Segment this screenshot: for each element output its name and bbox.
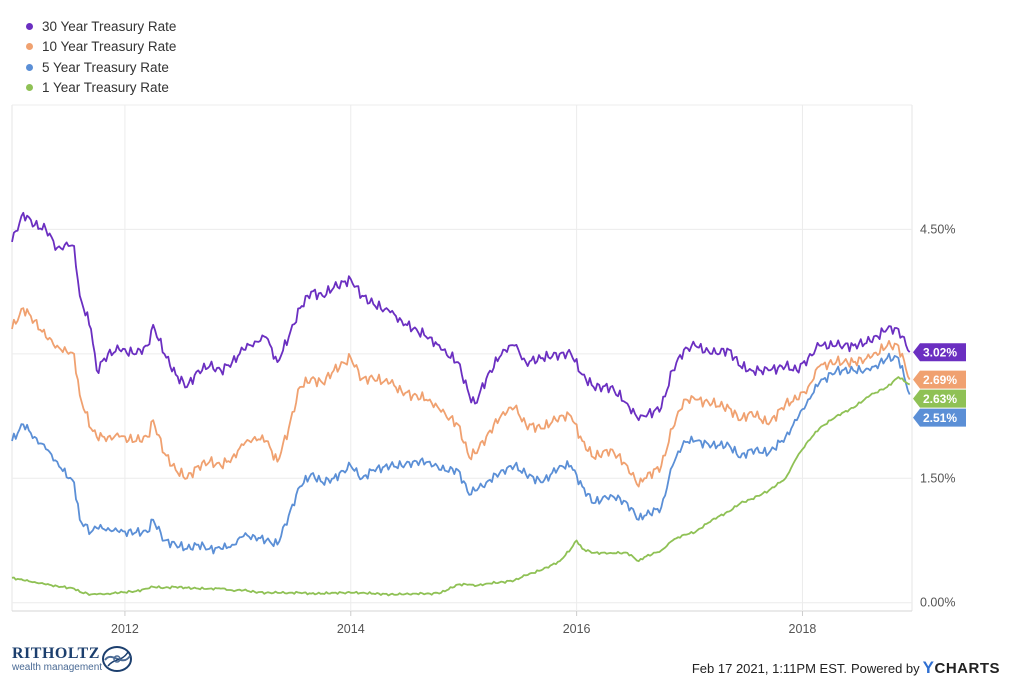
end-value-label: 3.02% <box>923 346 957 360</box>
legend-item[interactable]: 10 Year Treasury Rate <box>26 37 176 58</box>
series-line <box>11 376 911 597</box>
legend-item[interactable]: 30 Year Treasury Rate <box>26 16 176 37</box>
legend-item[interactable]: 5 Year Treasury Rate <box>26 57 176 78</box>
ycharts-logo-text: CHARTS <box>934 660 1000 677</box>
end-value-tag <box>913 408 966 427</box>
legend-item[interactable]: 1 Year Treasury Rate <box>26 78 176 99</box>
legend-label: 1 Year Treasury Rate <box>42 80 169 96</box>
timestamp: Feb 17 2021, 1:11PM EST. <box>691 660 847 676</box>
end-value-tag <box>913 370 966 389</box>
source-footer: Feb 17 2021, 1:11PM EST. Powered by YCHA… <box>692 658 1000 678</box>
end-value-tag <box>913 389 966 408</box>
x-tick-label: 2012 <box>111 622 139 636</box>
legend-label: 10 Year Treasury Rate <box>42 39 177 55</box>
end-value-label: 2.69% <box>923 373 957 387</box>
end-value-label: 2.63% <box>923 392 957 406</box>
ycharts-logo-y: Y <box>922 658 935 677</box>
series-line <box>11 211 911 422</box>
legend-label: 30 Year Treasury Rate <box>42 18 177 34</box>
end-value-label: 2.51% <box>923 411 957 425</box>
globe-icon <box>102 646 133 672</box>
y-tick-label: 1.50% <box>920 471 955 485</box>
end-value-tag <box>913 343 966 362</box>
ycharts-logo[interactable]: YCHARTS <box>923 658 1000 678</box>
powered-by-text: Powered by <box>851 660 920 676</box>
series-line <box>11 307 911 488</box>
x-tick-label: 2018 <box>789 622 817 636</box>
series-line <box>11 352 911 555</box>
legend-dot-icon <box>26 63 33 71</box>
brand-name: RITHOLTZ <box>12 644 100 662</box>
legend: 30 Year Treasury Rate 10 Year Treasury Ra… <box>26 16 176 98</box>
x-tick-label: 2014 <box>337 622 365 636</box>
y-tick-label: 0.00% <box>920 596 955 610</box>
y-tick-label: 4.50% <box>920 222 955 236</box>
x-tick-label: 2016 <box>563 622 591 636</box>
legend-label: 5 Year Treasury Rate <box>42 59 169 75</box>
legend-dot-icon <box>26 84 33 92</box>
brand-logo: RITHOLTZ wealth management <box>12 644 134 674</box>
brand-subtitle: wealth management <box>12 661 103 673</box>
legend-dot-icon <box>26 22 33 30</box>
legend-dot-icon <box>26 43 33 51</box>
